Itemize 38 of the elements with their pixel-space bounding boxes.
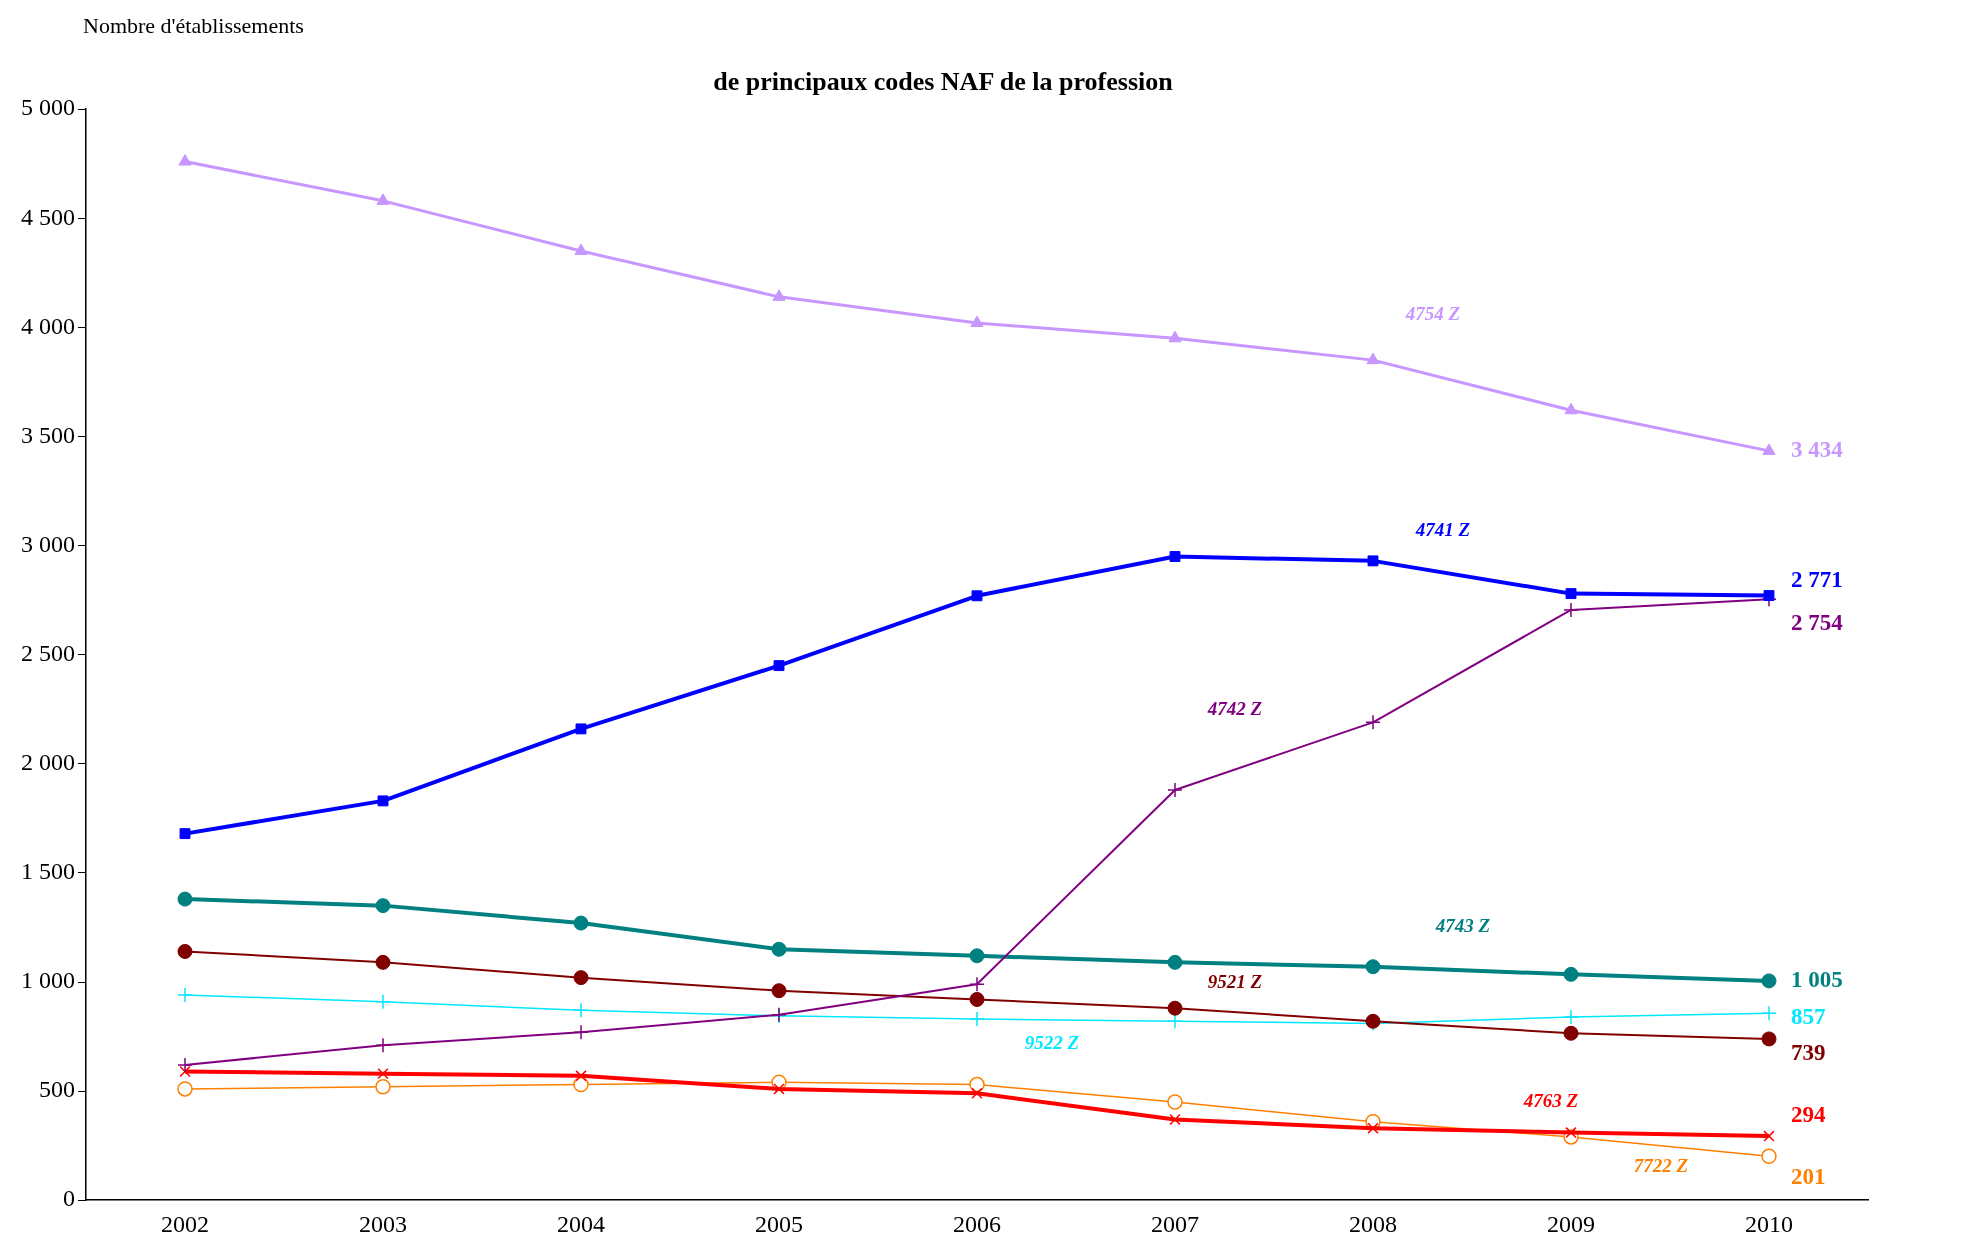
x-tick-label: 2002 [161, 1210, 209, 1237]
x-tick-label: 2006 [953, 1210, 1001, 1237]
x-tick-label: 2009 [1547, 1210, 1595, 1237]
series-label: 4743 Z [1434, 914, 1491, 936]
data-label: 1 005 [1791, 966, 1843, 992]
y-tick-label: 3 000 [21, 530, 75, 557]
text: 4742 Z [1206, 697, 1263, 719]
data-label: 2 771 [1791, 566, 1843, 592]
y-tick-label: 2 000 [21, 749, 75, 776]
y-tick-label: 1 500 [21, 858, 75, 885]
y-axis-title: Nombre d'établissements [83, 12, 304, 38]
x-tick-label: 2004 [557, 1210, 605, 1237]
y-tick-label: 3 500 [21, 421, 75, 448]
data-label: 294 [1791, 1101, 1826, 1127]
data-label: 201 [1791, 1164, 1826, 1190]
y-tick-label: 4 500 [21, 203, 75, 230]
text: 4754 Z [1404, 303, 1461, 325]
y-tick-label: 2 500 [21, 640, 75, 666]
data-label: 2 754 [1791, 610, 1844, 636]
x-tick-label: 2007 [1151, 1210, 1199, 1237]
series-label: 9522 Z [1024, 1032, 1080, 1053]
y-tick-label: 500 [39, 1076, 75, 1103]
y-tick-label: 1 000 [21, 967, 75, 994]
x-tick-label: 2010 [1745, 1210, 1793, 1237]
x-tick-label: 2003 [359, 1210, 407, 1237]
y-tick-label: 5 000 [21, 94, 75, 121]
data-label: 739 [1791, 1039, 1826, 1065]
y-tick-label: 4 000 [21, 312, 75, 339]
series-label: 4741 Z [1414, 518, 1471, 540]
series-label: 9521 Z [1207, 971, 1263, 993]
data-label: 3 434 [1791, 436, 1844, 462]
x-tick-label: 2005 [755, 1210, 803, 1237]
chart-title: de principaux codes NAF de la profession [713, 67, 1174, 97]
data-label: 857 [1791, 1004, 1826, 1030]
series-label: 7722 Z [1633, 1154, 1689, 1176]
y-tick-label: 0 [63, 1185, 75, 1212]
series-label: 4763 Z [1522, 1090, 1579, 1112]
x-tick-label: 2008 [1349, 1210, 1397, 1237]
